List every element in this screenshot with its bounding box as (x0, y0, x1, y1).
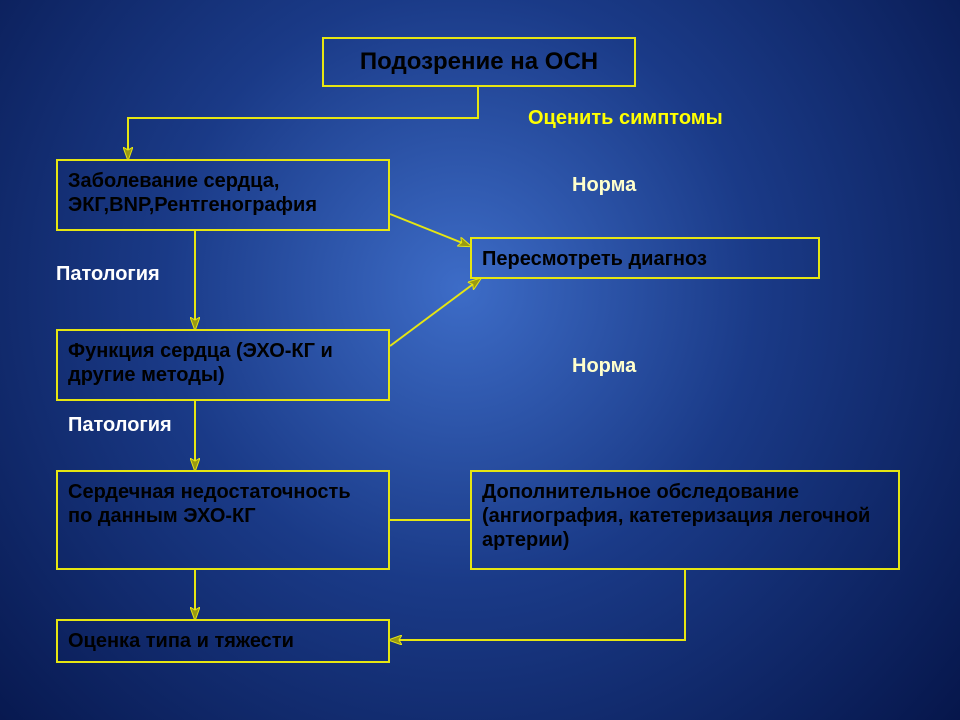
node-n1: Подозрение на ОСН (322, 37, 636, 87)
label-l4: Норма (572, 354, 636, 378)
label-l1: Оценить симптомы (528, 106, 723, 130)
node-n5: Сердечная недостаточность по данным ЭХО-… (56, 470, 390, 570)
edge-e5 (390, 214, 470, 246)
node-n7: Оценка типа и тяжести (56, 619, 390, 663)
label-l2: Норма (572, 173, 636, 197)
label-l5: Патология (68, 413, 172, 437)
flowchart-canvas: { "type": "flowchart", "canvas": { "widt… (0, 0, 960, 720)
edge-e8 (390, 570, 685, 640)
edge-e1 (128, 87, 478, 159)
node-n2: Заболевание сердца, ЭКГ,BNP,Рентгенограф… (56, 159, 390, 231)
label-l3: Патология (56, 262, 160, 286)
edge-e6 (390, 279, 480, 346)
node-n4: Функция сердца (ЭХО-КГ и другие методы) (56, 329, 390, 401)
node-n3: Пересмотреть диагноз (470, 237, 820, 279)
node-n6: Дополнительное обследование (ангиография… (470, 470, 900, 570)
